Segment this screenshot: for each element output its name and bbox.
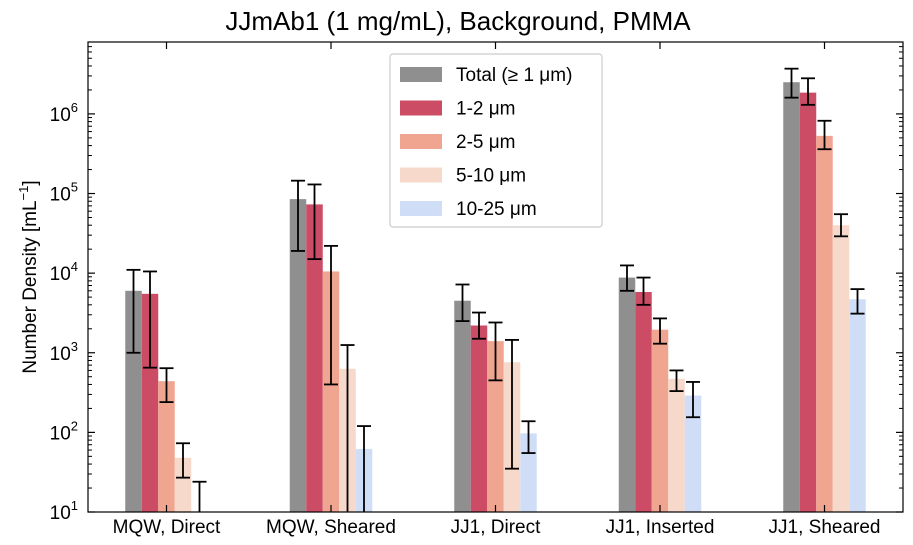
- error-bar: [324, 244, 338, 386]
- bar: [816, 135, 833, 512]
- error-bar: [653, 317, 667, 345]
- legend-label: 10-25 μm: [456, 199, 537, 220]
- error-bar: [455, 283, 470, 322]
- legend: Total (≥ 1 μm) 1-2 μm 2-5 μm 5-10 μm 10-25 μ…: [389, 53, 603, 228]
- bar: [849, 299, 866, 512]
- bar: [635, 291, 652, 512]
- legend-label: 2-5 μm: [456, 132, 516, 153]
- y-tick-label: 102: [50, 418, 78, 444]
- legend-label: 1-2 μm: [456, 99, 516, 120]
- error-bar: [192, 480, 207, 512]
- bar: [618, 277, 636, 512]
- legend-box: [389, 53, 603, 228]
- error-bar: [357, 425, 371, 512]
- bar: [487, 341, 504, 512]
- legend-label: 5-10 μm: [456, 166, 526, 187]
- legend-swatch: [400, 201, 442, 216]
- error-bar: [472, 311, 486, 340]
- x-axis-ticks: MQW, Direct MQW, Sheared JJ1, Direct JJ1, I…: [113, 42, 881, 538]
- x-tick-label: JJ1, Sheared: [769, 517, 881, 538]
- bar: [141, 293, 159, 512]
- bar: [174, 457, 192, 512]
- y-tick-label: 106: [50, 100, 78, 126]
- y-axis-ticks: 101 102 103 104 105 106: [50, 41, 903, 524]
- chart-title: JJmAb1 (1 mg/mL), Background, PMMA: [225, 6, 691, 36]
- bar: [470, 325, 488, 512]
- x-tick-label: MQW, Sheared: [266, 517, 396, 538]
- error-bar: [636, 276, 651, 306]
- error-bar: [686, 381, 700, 419]
- legend-swatch: [400, 134, 442, 149]
- legend-label: Total (≥ 1 μm): [456, 65, 572, 86]
- plot-area: [87, 41, 904, 513]
- legend-swatch: [400, 167, 442, 183]
- error-bar: [850, 288, 865, 315]
- bar: [289, 199, 307, 513]
- x-tick-label: JJ1, Inserted: [606, 517, 715, 538]
- error-bar: [669, 369, 684, 392]
- bar: [668, 378, 685, 512]
- x-tick-label: JJ1, Direct: [451, 517, 541, 538]
- y-tick-label: 103: [50, 339, 78, 365]
- bar: [322, 271, 340, 512]
- error-bar: [620, 264, 634, 292]
- error-bar: [307, 183, 322, 261]
- error-bar: [126, 268, 141, 354]
- error-bar: [505, 339, 519, 470]
- error-bar: [817, 119, 832, 151]
- bar: [832, 225, 850, 513]
- bar: [158, 381, 175, 512]
- error-bar: [521, 420, 536, 454]
- error-bar: [834, 213, 848, 238]
- error-bar: [291, 179, 305, 252]
- error-bar: [801, 77, 815, 106]
- x-tick-label: MQW, Direct: [113, 517, 221, 538]
- y-tick-label: 105: [50, 180, 78, 206]
- y-axis-label: Number Density [mL−1]: [16, 180, 41, 373]
- error-bar: [784, 67, 799, 99]
- bar: [125, 290, 142, 512]
- y-tick-label: 104: [50, 259, 78, 285]
- bar: [684, 395, 702, 512]
- bar: [651, 329, 669, 512]
- error-bar: [143, 270, 157, 369]
- error-bar: [176, 442, 190, 479]
- bar: [306, 204, 323, 513]
- error-bar: [340, 344, 355, 512]
- legend-swatch: [400, 100, 442, 116]
- error-bar: [488, 321, 503, 382]
- bar: [783, 82, 800, 512]
- bar: [799, 92, 817, 512]
- y-tick-label: 101: [50, 498, 78, 524]
- error-bar: [159, 367, 174, 404]
- legend-swatch: [400, 67, 442, 82]
- bar: [454, 300, 471, 512]
